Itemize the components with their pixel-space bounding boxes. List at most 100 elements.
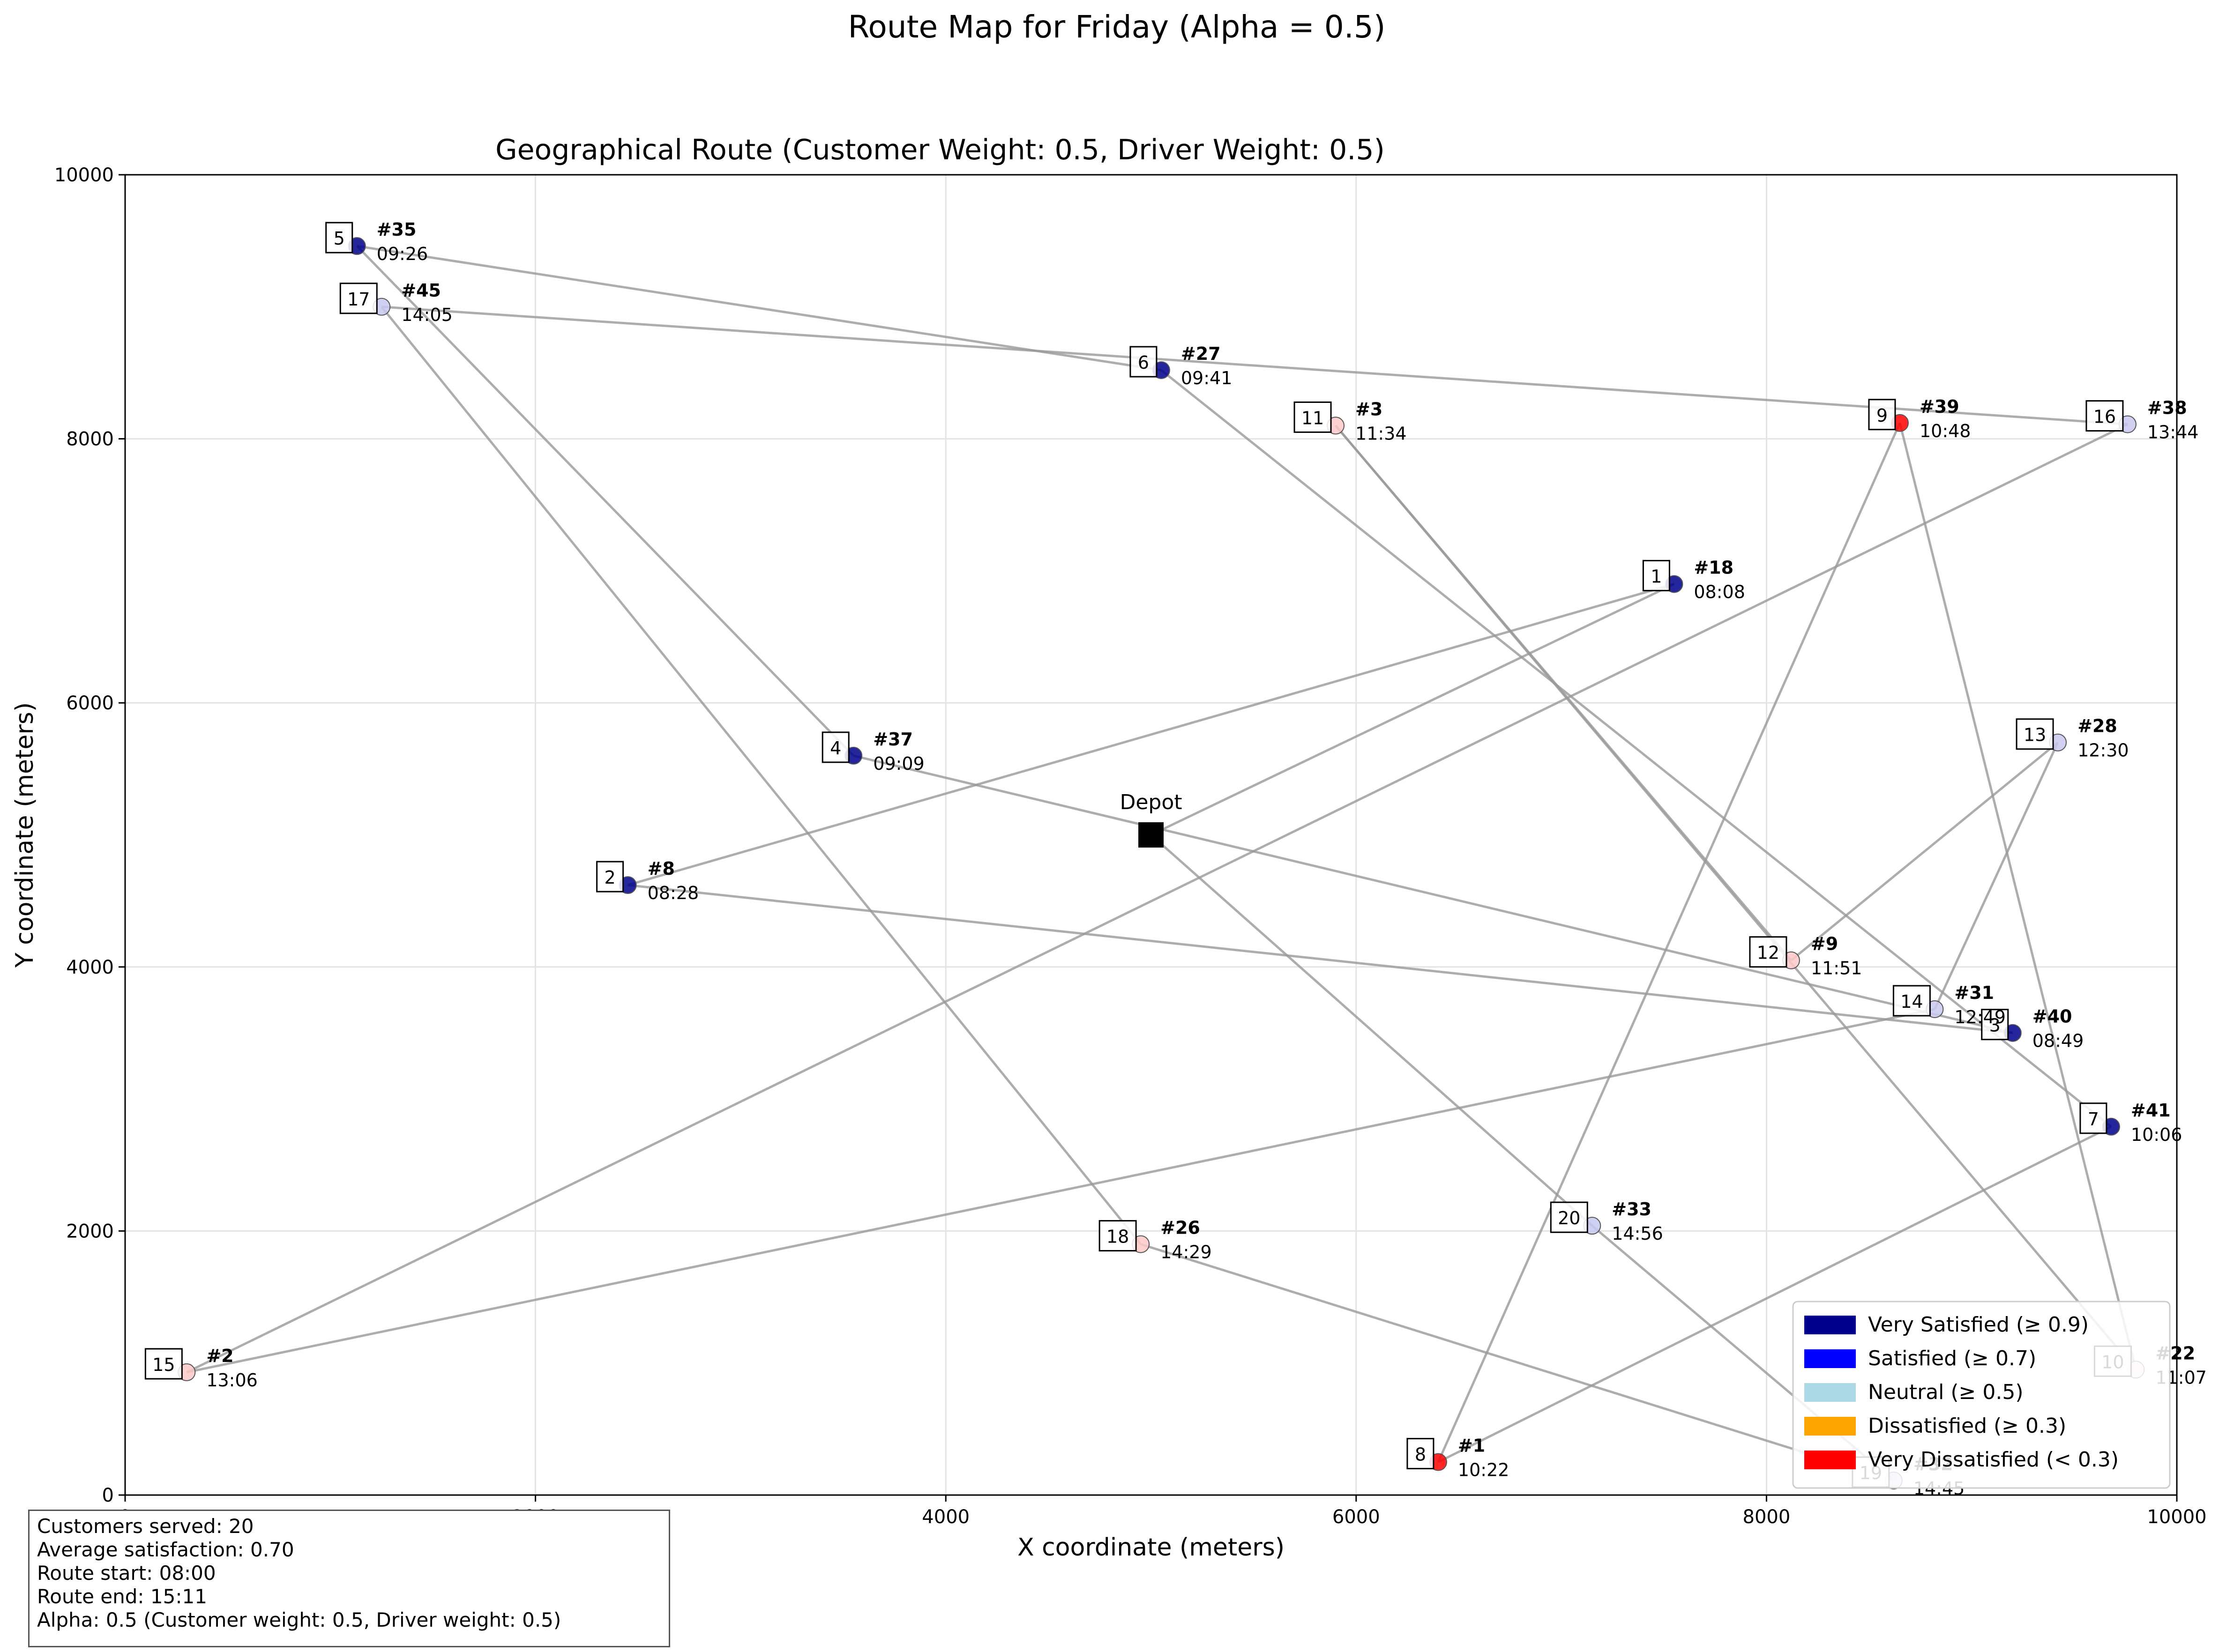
- stop-time-label: 11:34: [1355, 423, 1407, 444]
- stop-customer-label: #40: [2032, 1006, 2072, 1027]
- stop-sequence-label: 7: [2088, 1109, 2099, 1130]
- stop-sequence-label: 12: [1757, 943, 1779, 963]
- stop-time-label: 12:49: [1954, 1007, 2006, 1027]
- stop-time-label: 14:05: [401, 305, 453, 325]
- route-stop: 14 #31 12:49: [1892, 982, 2006, 1027]
- stop-customer-label: #35: [377, 219, 417, 240]
- route-segment: [628, 884, 2013, 1034]
- route-segment: [1790, 741, 2059, 961]
- stop-sequence-label: 20: [1558, 1208, 1580, 1228]
- route-segment: [1437, 422, 1901, 1463]
- stop-sequence-label: 9: [1876, 405, 1888, 426]
- stop-sequence-box: [1892, 985, 1931, 1017]
- stop-sequence-box: [1098, 1220, 1137, 1252]
- x-tick-label: 10000: [2147, 1506, 2206, 1528]
- stop-customer-label: #26: [1160, 1218, 1200, 1238]
- stop-time-label: 09:09: [873, 753, 925, 774]
- legend-swatch: [1804, 1417, 1856, 1436]
- stop-sequence-box: [1642, 560, 1670, 592]
- stop-sequence-box: [1868, 399, 1896, 431]
- stop-time-label: 09:41: [1181, 368, 1233, 388]
- stop-customer-label: #3: [1355, 399, 1382, 419]
- stop-sequence-box: [2016, 718, 2054, 750]
- stop-time-label: 10:22: [1458, 1460, 1509, 1481]
- route-segment: [627, 583, 1675, 886]
- route-stop: 7 #41 10:06: [2079, 1100, 2182, 1145]
- route-stop: 3 #40 08:49: [1981, 1006, 2084, 1051]
- route-stop: 2 #8 08:28: [596, 858, 699, 903]
- legend-label: Satisfied (≥ 0.7): [1868, 1347, 2036, 1370]
- stop-sequence-label: 13: [2024, 725, 2046, 745]
- stop-sequence-label: 6: [1138, 352, 1149, 373]
- stop-sequence-box: [144, 1348, 183, 1380]
- x-axis-label: X coordinate (meters): [1017, 1533, 1285, 1562]
- route-segment: [186, 1008, 1935, 1374]
- customers-served-text: Customers served: 20: [37, 1515, 254, 1538]
- y-tick-label: 10000: [54, 164, 114, 186]
- stop-time-label: 08:28: [648, 883, 699, 903]
- y-axis-label: Y coordinate (meters): [11, 702, 39, 968]
- stop-customer-label: #1: [1458, 1436, 1485, 1456]
- stop-sequence-box: [339, 283, 378, 314]
- route-stop: 15 #2 13:06: [144, 1346, 258, 1391]
- route-stop: 6 #27 09:41: [1129, 343, 1233, 388]
- stop-time-label: 11:51: [1811, 958, 1862, 979]
- route-segment: [1160, 369, 2112, 1128]
- stop-sequence-label: 15: [152, 1354, 175, 1375]
- route-segment: [381, 305, 2128, 426]
- stop-sequence-label: 1: [1651, 566, 1662, 587]
- stop-sequence-box: [1129, 346, 1158, 378]
- route-stop: 18 #26 14:29: [1098, 1218, 1212, 1263]
- stop-time-label: 14:29: [1160, 1242, 1212, 1263]
- stop-customer-label: #37: [873, 729, 913, 750]
- stop-sequence-label: 4: [830, 738, 841, 759]
- route-stop: 13 #28 12:30: [2016, 716, 2129, 761]
- stop-customer-label: #2: [206, 1346, 233, 1366]
- legend-swatch: [1804, 1316, 1856, 1334]
- stop-sequence-box: [1406, 1438, 1435, 1470]
- stop-sequence-label: 14: [1900, 991, 1923, 1012]
- stop-time-label: 12:30: [2077, 740, 2129, 761]
- stop-sequence-label: 8: [1415, 1444, 1426, 1465]
- stop-time-label: 10:06: [2131, 1124, 2182, 1145]
- route-start-text: Route start: 08:00: [37, 1562, 216, 1585]
- route-stop: 4 #37 09:09: [822, 729, 925, 774]
- route-stop: 17 #45 14:05: [339, 280, 453, 325]
- legend-box: [1792, 1301, 2171, 1489]
- stop-time-label: 14:56: [1612, 1223, 1663, 1244]
- depot-marker: [1138, 822, 1164, 848]
- route-summary-box: Customers served: 20 Average satisfactio…: [28, 1510, 670, 1647]
- depot-marker-group: Depot: [1120, 790, 1182, 848]
- legend-label: Dissatisfied (≥ 0.3): [1868, 1414, 2066, 1438]
- stop-customer-label: #31: [1954, 982, 1994, 1003]
- stop-time-label: 08:08: [1694, 582, 1745, 603]
- legend-label: Neutral (≥ 0.5): [1868, 1380, 2024, 1404]
- stop-time-label: 09:26: [377, 244, 428, 264]
- legend-swatch: [1804, 1349, 1856, 1368]
- stop-sequence-label: 3: [1989, 1015, 2001, 1036]
- stop-customer-label: #33: [1612, 1199, 1651, 1220]
- legend-label: Very Dissatisfied (< 0.3): [1868, 1448, 2119, 1472]
- stop-customer-label: #18: [1694, 558, 1733, 578]
- stop-sequence-box: [1550, 1201, 1588, 1233]
- route-stop: 8 #1 10:22: [1406, 1436, 1509, 1481]
- route-segment: [853, 754, 2013, 1034]
- route-stop: 12 #9 11:51: [1749, 934, 1862, 979]
- y-tick-label: 8000: [66, 429, 114, 450]
- stop-time-label: 13:06: [206, 1370, 258, 1391]
- stop-customer-label: #38: [2147, 398, 2187, 418]
- legend: Very Satisfied (≥ 0.9) Satisfied (≥ 0.7) N…: [1792, 1301, 2171, 1489]
- stop-customer-label: #27: [1181, 343, 1221, 364]
- route-segment: [186, 423, 2129, 1374]
- stop-sequence-box: [2079, 1102, 2107, 1134]
- legend-label: Very Satisfied (≥ 0.9): [1868, 1313, 2089, 1337]
- y-tick-label: 4000: [66, 957, 114, 978]
- depot-label: Depot: [1120, 790, 1182, 814]
- y-tick-label: 0: [102, 1485, 114, 1506]
- y-tick-label: 6000: [66, 692, 114, 714]
- stop-sequence-box: [596, 861, 624, 893]
- route-stop: 1 #18 08:08: [1642, 558, 1745, 603]
- route-stop: 16 #38 13:44: [2085, 398, 2198, 443]
- stop-sequence-label: 18: [1106, 1227, 1129, 1247]
- route-stop: 20 #33 14:56: [1550, 1199, 1663, 1244]
